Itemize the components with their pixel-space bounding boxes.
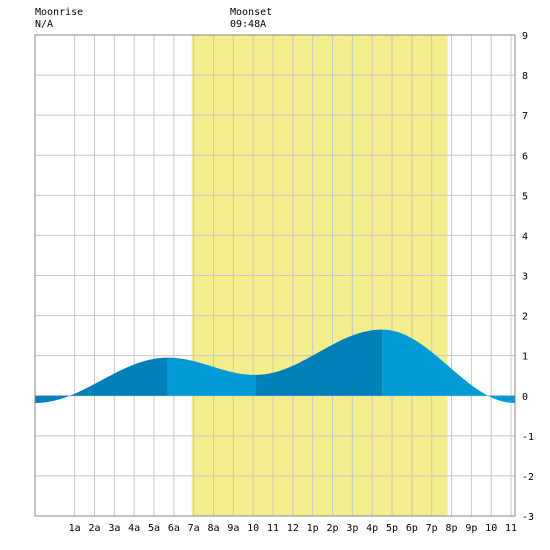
x-tick-label: 2a [88,523,100,534]
x-tick-label: 11 [505,523,517,534]
y-tick-label: 8 [522,71,528,82]
moonrise-value: N/A [35,19,54,30]
x-tick-label: 5p [386,523,398,534]
plot-border [34,34,516,517]
x-tick-label: 8p [446,523,458,534]
x-tick-label: 8a [207,523,219,534]
x-tick-label: 4a [128,523,140,534]
y-tick-label: 9 [522,31,528,42]
x-tick-label: 11 [267,523,279,534]
y-tick-label: 3 [522,272,528,283]
y-tick-label: -2 [522,472,534,483]
x-tick-label: 6a [168,523,180,534]
x-tick-label: 1a [69,523,81,534]
y-tick-label: -3 [522,512,534,523]
x-tick-label: 4p [366,523,378,534]
y-tick-label: -1 [522,432,534,443]
x-tick-label: 10 [485,523,497,534]
tide-area-rising [255,329,383,396]
x-tick-label: 9a [227,523,239,534]
tide-area-rising [68,357,168,397]
y-tick-label: 0 [522,392,528,403]
x-tick-label: 10 [247,523,259,534]
x-tick-label: 5a [148,523,160,534]
moonset-value: 09:48A [230,19,267,30]
tide-area-rising [35,395,69,403]
x-tick-label: 7a [188,523,200,534]
x-tick-label: 3a [108,523,120,534]
y-tick-label: 6 [522,151,528,162]
x-tick-label: 6p [406,523,418,534]
moonrise-label: Moonrise [35,7,84,18]
x-tick-label: 1p [307,523,319,534]
y-tick-label: 7 [522,111,528,122]
x-tick-label: 12 [287,523,299,534]
x-tick-label: 2p [326,523,338,534]
tide-area-falling [167,357,256,396]
x-tick-label: 9p [465,523,477,534]
x-tick-label: 7p [426,523,438,534]
tide-area-falling [495,395,515,403]
x-tick-label: 3p [346,523,358,534]
y-tick-label: 5 [522,191,528,202]
moonset-label: Moonset [230,7,273,18]
y-tick-label: 2 [522,312,528,323]
y-tick-label: 4 [522,231,528,242]
tide-area-falling [382,329,496,400]
y-tick-label: 1 [522,352,528,363]
